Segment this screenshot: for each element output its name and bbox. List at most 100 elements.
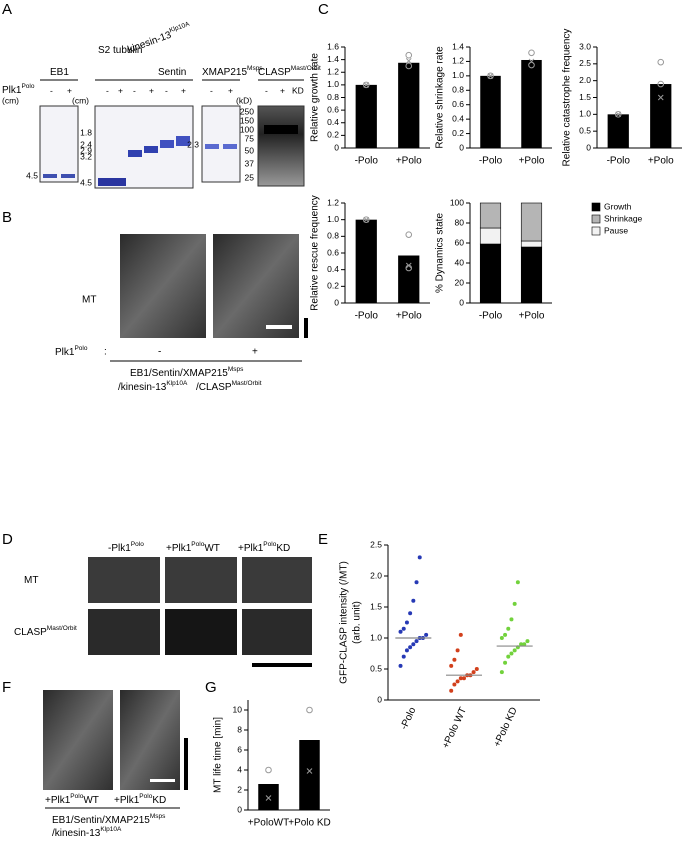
- lane-sign: -: [50, 85, 53, 95]
- lane-sign: +: [280, 85, 285, 95]
- text-main: -Plk1: [108, 543, 131, 554]
- panel-letter: A: [2, 1, 12, 18]
- protein-label: S2 tubulin: [98, 45, 142, 56]
- marker-label: 2.3: [187, 139, 199, 149]
- text-main: /kinesin-13: [52, 828, 101, 839]
- data-point: [509, 651, 514, 656]
- lane-sign: +: [67, 85, 72, 95]
- micrograph: [88, 609, 160, 655]
- y-tick-label: 2: [237, 784, 242, 794]
- colon: :: [104, 347, 107, 358]
- y-tick-label: 0.2: [327, 130, 339, 140]
- data-point: [398, 629, 403, 634]
- data-point: [452, 682, 457, 687]
- data-point: [401, 654, 406, 659]
- mean-cross: [363, 82, 370, 88]
- data-point: [404, 620, 409, 625]
- text-main: EB1/Sentin/XMAP215: [130, 368, 228, 379]
- text-main: CLASP: [14, 627, 47, 638]
- text-suffix: WT: [83, 795, 99, 806]
- kymograph: [213, 234, 299, 338]
- bar: [355, 84, 377, 148]
- y-tick-label: 20: [455, 277, 465, 287]
- data-point: [401, 626, 406, 631]
- data-point: [515, 580, 520, 585]
- column-label: +Plk1PoloKD: [238, 541, 290, 554]
- bar: [398, 255, 420, 303]
- mean-cross: [657, 94, 664, 101]
- panel-letter: G: [205, 679, 217, 696]
- marker-label: 2.9: [80, 145, 92, 155]
- protein-label: EB1: [50, 67, 69, 78]
- blot: [257, 105, 305, 187]
- replicate-point: [362, 81, 370, 89]
- x-tick-label: -Polo: [479, 311, 503, 322]
- text-main: EB1: [50, 67, 69, 78]
- data-point: [408, 611, 413, 616]
- text-main: Plk1: [55, 347, 75, 358]
- marker-label: 25: [245, 172, 255, 182]
- y-tick-label: 1.0: [579, 109, 591, 119]
- replicate-point: [657, 80, 665, 88]
- protein-label: CLASPMast/Orbit: [258, 65, 321, 78]
- gel-band: [144, 146, 158, 153]
- text-main: CLASP: [258, 67, 291, 78]
- marker-label: 50: [245, 145, 255, 155]
- x-tick-label: -Polo: [607, 156, 631, 167]
- row-label: MT: [24, 575, 38, 586]
- text-main: Plk1: [2, 85, 22, 96]
- y-tick-label: 2.5: [370, 539, 382, 549]
- text-main: /CLASP: [196, 382, 232, 393]
- condition: +Plk1PoloWT: [45, 793, 99, 806]
- superscript: Polo: [139, 793, 152, 800]
- protein-label: kinesin-13Klp10A: [126, 20, 194, 55]
- bar: [650, 84, 672, 148]
- y-tick-label: 0.4: [452, 113, 464, 123]
- protein-label: Sentin: [158, 67, 186, 78]
- unit-label: (cm): [2, 95, 19, 105]
- data-point: [506, 626, 511, 631]
- gel-band: [160, 140, 174, 148]
- legend-swatch: [591, 214, 601, 224]
- y-tick-label: 6: [237, 744, 242, 754]
- scale-bar: [184, 738, 188, 790]
- y-tick-label: 2.0: [579, 75, 591, 85]
- legend-swatch: [591, 226, 601, 236]
- gel-band: [43, 174, 57, 178]
- scale-bar: [304, 318, 308, 338]
- text-main: kinesin-13: [126, 29, 173, 55]
- panel-letter: E: [318, 531, 328, 548]
- superscript: Polo: [70, 793, 83, 800]
- legend-swatch: [591, 202, 601, 212]
- lane-sign: +: [181, 85, 186, 95]
- marker-label: 2.4: [80, 139, 92, 149]
- data-point: [414, 580, 419, 585]
- data-point: [474, 667, 479, 671]
- data-point: [512, 601, 517, 606]
- data-point: [411, 598, 416, 603]
- data-point: [449, 688, 454, 693]
- replicate-point: [528, 61, 535, 69]
- bar: [299, 740, 320, 810]
- gel-band: [205, 144, 219, 149]
- text-main: Sentin: [158, 67, 186, 78]
- data-point: [471, 670, 476, 675]
- superscript: Mast/Orbit: [47, 625, 77, 632]
- y-tick-label: 0.4: [327, 117, 339, 127]
- bar: [398, 62, 420, 148]
- data-point: [408, 645, 413, 650]
- y-tick-label: 0.6: [327, 247, 339, 257]
- mean-cross: [528, 58, 535, 65]
- y-tick-label: 2.5: [579, 58, 591, 68]
- lane-sign: KD: [292, 85, 304, 95]
- superscript: Msps: [247, 65, 263, 72]
- text-suffix: KD: [276, 543, 290, 554]
- superscript: Klp10A: [100, 826, 122, 833]
- data-point: [398, 663, 403, 668]
- mean-cross: [306, 768, 313, 774]
- legend-label: Growth: [604, 201, 632, 211]
- marker-label: 3.2: [80, 151, 92, 161]
- marker-label: 150: [240, 115, 254, 125]
- replicate-point: [362, 216, 370, 223]
- lane-sign: -: [133, 85, 136, 95]
